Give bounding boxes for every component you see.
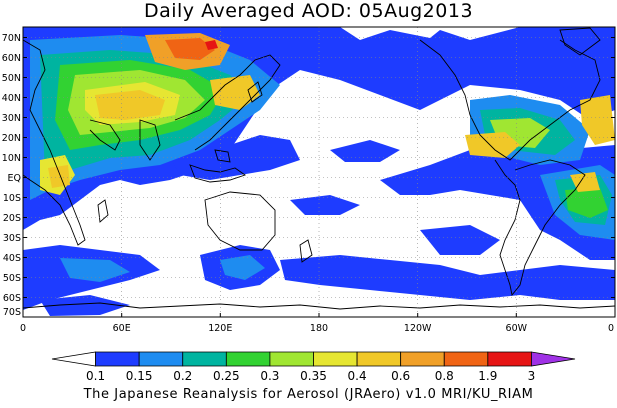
map-title: Daily Averaged AOD: 05Aug2013 [143,0,474,22]
lat-label: 30S [3,233,21,244]
lat-label: 50S [3,273,21,284]
lon-label: 120W [404,323,432,334]
lat-label: 70S [3,307,21,318]
lon-label: 0 [20,323,26,334]
colorbar-segment [531,351,576,367]
colorbar-label: 0.6 [391,369,410,383]
lat-label: EQ [8,173,21,184]
aod-level-0.8 [165,38,215,60]
colorbar-label: 0.8 [435,369,454,383]
colorbar-label: 3 [528,369,536,383]
lat-label: 30N [2,113,21,124]
lat-ticks [23,37,615,298]
lat-label: 60S [3,293,21,304]
lon-label: 180 [310,323,328,334]
colorbar-segment [95,351,140,367]
lat-label: 40N [2,93,21,104]
colorbar-segment [51,351,96,367]
colorbar: 0.1 0.15 0.2 0.25 0.3 0.35 0.4 0.6 0.8 1.9 3 [51,351,576,383]
lat-label: 70N [2,33,21,44]
lat-label: 10N [2,153,21,164]
colorbar-label: 0.1 [86,369,105,383]
colorbar-segment [182,351,227,367]
gridlines [23,27,615,317]
colorbar-label: 0.35 [300,369,327,383]
lon-label: 60E [113,323,131,334]
lat-label: 20N [2,133,21,144]
colorbar-label: 1.9 [478,369,497,383]
lon-ticks [121,313,517,317]
lat-label: 40S [3,253,21,264]
colorbar-label: 0.2 [173,369,192,383]
colorbar-label: 0.4 [348,369,367,383]
lon-labels: 0 60E 120E 180 120W 60W 0 [20,323,614,334]
colorbar-segment [487,351,532,367]
colorbar-segment [400,351,445,367]
lon-label: 60W [506,323,528,334]
colorbar-segment [356,351,402,367]
lon-label: 0 [608,323,614,334]
coastlines [23,27,615,310]
lat-label: 10S [3,193,21,204]
colorbar-segment [225,351,271,367]
lat-label: 50N [2,73,21,84]
lon-label: 120E [208,323,232,334]
lat-labels: 70N 60N 50N 40N 30N 20N 10N EQ 10S 20S 3… [2,33,21,318]
map-footer: The Japanese Reanalysis for Aerosol (JRA… [83,387,534,402]
colorbar-segment [269,351,314,367]
colorbar-label: 0.25 [213,369,240,383]
lat-label: 20S [3,213,21,224]
colorbar-segment [138,351,184,367]
colorbar-label: 0.15 [126,369,153,383]
colorbar-segment [443,351,489,367]
colorbar-label: 0.3 [260,369,279,383]
lat-label: 60N [2,53,21,64]
colorbar-segment [313,351,358,367]
aod-level-1.9 [205,40,218,50]
